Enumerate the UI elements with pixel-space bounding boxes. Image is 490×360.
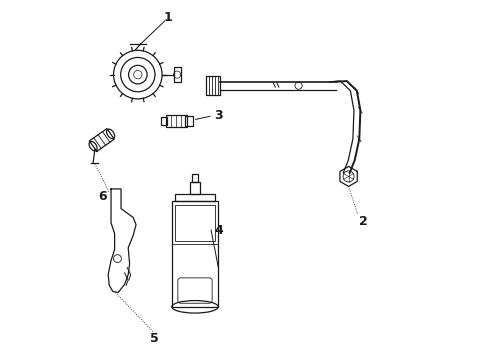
Bar xyxy=(172,202,218,307)
Bar xyxy=(167,114,187,127)
Text: 1: 1 xyxy=(164,11,172,24)
Bar xyxy=(185,116,193,126)
Bar xyxy=(175,204,215,242)
Bar xyxy=(192,174,198,182)
Bar xyxy=(190,182,200,194)
Bar xyxy=(174,194,215,202)
Text: 2: 2 xyxy=(359,215,368,228)
Text: 5: 5 xyxy=(149,333,158,346)
Bar xyxy=(161,117,167,125)
Text: 6: 6 xyxy=(98,190,106,203)
Text: 3: 3 xyxy=(215,109,223,122)
Text: 4: 4 xyxy=(215,224,223,237)
Bar xyxy=(173,67,181,82)
Bar xyxy=(206,76,220,95)
